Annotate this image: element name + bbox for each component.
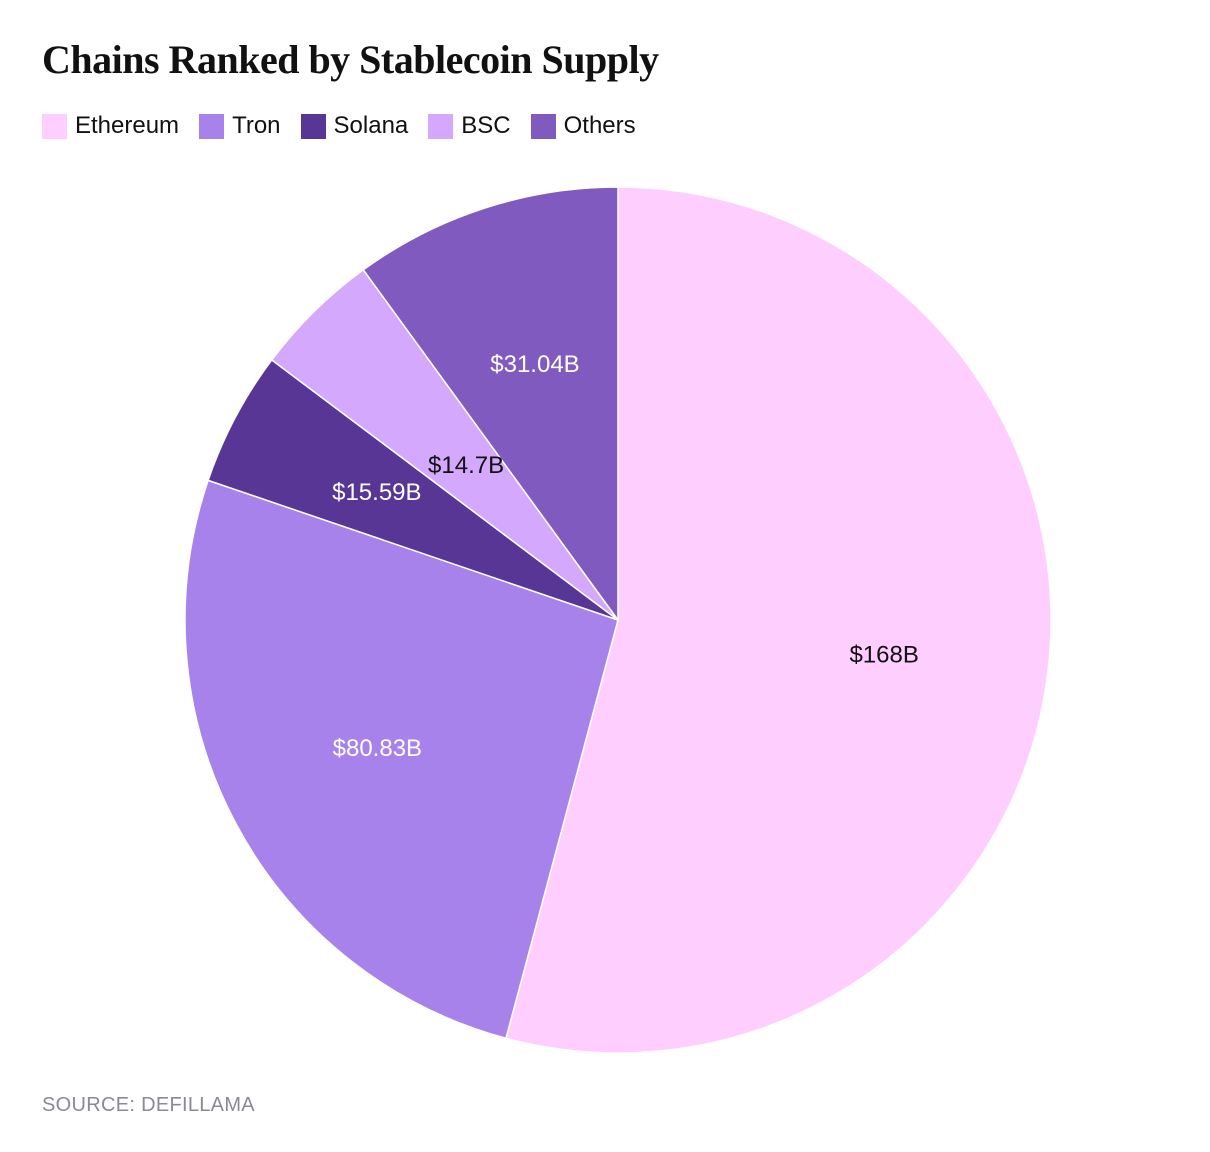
pie-label-bsc: $14.7B: [428, 452, 504, 479]
legend-item-tron: Tron: [199, 112, 281, 140]
pie-label-tron: $80.83B: [333, 735, 422, 762]
legend-item-others: Others: [530, 112, 636, 140]
pie-slice-tron: [184, 479, 619, 1040]
legend-swatch-ethereum: [42, 113, 67, 139]
chart-title: Chains Ranked by Stablecoin Supply: [42, 37, 659, 82]
pie-label-solana: $15.59B: [332, 479, 421, 506]
legend-item-solana: Solana: [300, 112, 409, 140]
legend-swatch-others: [530, 113, 556, 139]
source-note: SOURCE: DEFILLAMA: [42, 1094, 255, 1116]
pie-label-others: $31.04B: [490, 351, 579, 378]
legend-label-ethereum: Ethereum: [75, 112, 180, 139]
legend: Ethereum Tron Solana BSC Others: [42, 112, 656, 140]
legend-label-bsc: BSC: [461, 112, 511, 139]
pie-label-ethereum: $168B: [849, 642, 918, 669]
legend-label-solana: Solana: [333, 112, 409, 139]
legend-label-others: Others: [563, 112, 636, 139]
legend-item-ethereum: Ethereum: [42, 112, 179, 140]
legend-swatch-solana: [300, 113, 326, 139]
pie-slice-ethereum: [505, 186, 1052, 1054]
pie-slice-others: [362, 186, 619, 623]
legend-swatch-tron: [199, 113, 225, 139]
legend-item-bsc: BSC: [428, 112, 511, 140]
legend-swatch-bsc: [428, 113, 454, 139]
legend-label-tron: Tron: [232, 112, 281, 139]
